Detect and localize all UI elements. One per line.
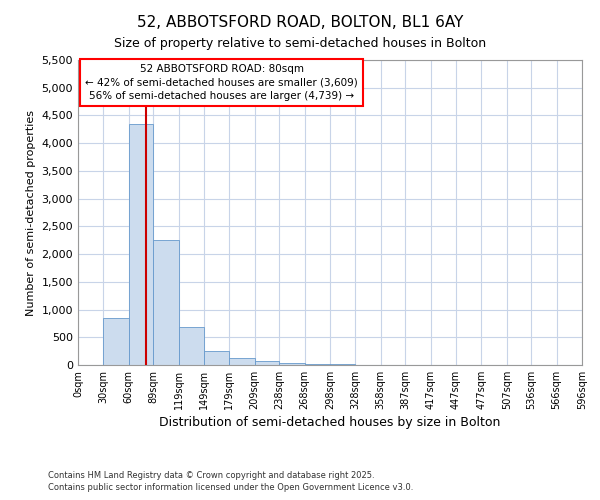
Bar <box>204 351 229 365</box>
Bar <box>103 318 129 365</box>
Bar <box>179 328 204 365</box>
Bar <box>305 364 330 365</box>
Bar <box>255 362 279 365</box>
Text: Size of property relative to semi-detached houses in Bolton: Size of property relative to semi-detach… <box>114 38 486 51</box>
Bar <box>129 124 153 365</box>
Bar <box>153 240 179 365</box>
Bar <box>229 358 255 365</box>
Text: 52 ABBOTSFORD ROAD: 80sqm
← 42% of semi-detached houses are smaller (3,609)
56% : 52 ABBOTSFORD ROAD: 80sqm ← 42% of semi-… <box>85 64 358 101</box>
Text: Contains HM Land Registry data © Crown copyright and database right 2025.
Contai: Contains HM Land Registry data © Crown c… <box>48 471 413 492</box>
Bar <box>330 364 355 365</box>
X-axis label: Distribution of semi-detached houses by size in Bolton: Distribution of semi-detached houses by … <box>160 416 500 429</box>
Y-axis label: Number of semi-detached properties: Number of semi-detached properties <box>26 110 36 316</box>
Bar <box>279 363 305 365</box>
Text: 52, ABBOTSFORD ROAD, BOLTON, BL1 6AY: 52, ABBOTSFORD ROAD, BOLTON, BL1 6AY <box>137 15 463 30</box>
